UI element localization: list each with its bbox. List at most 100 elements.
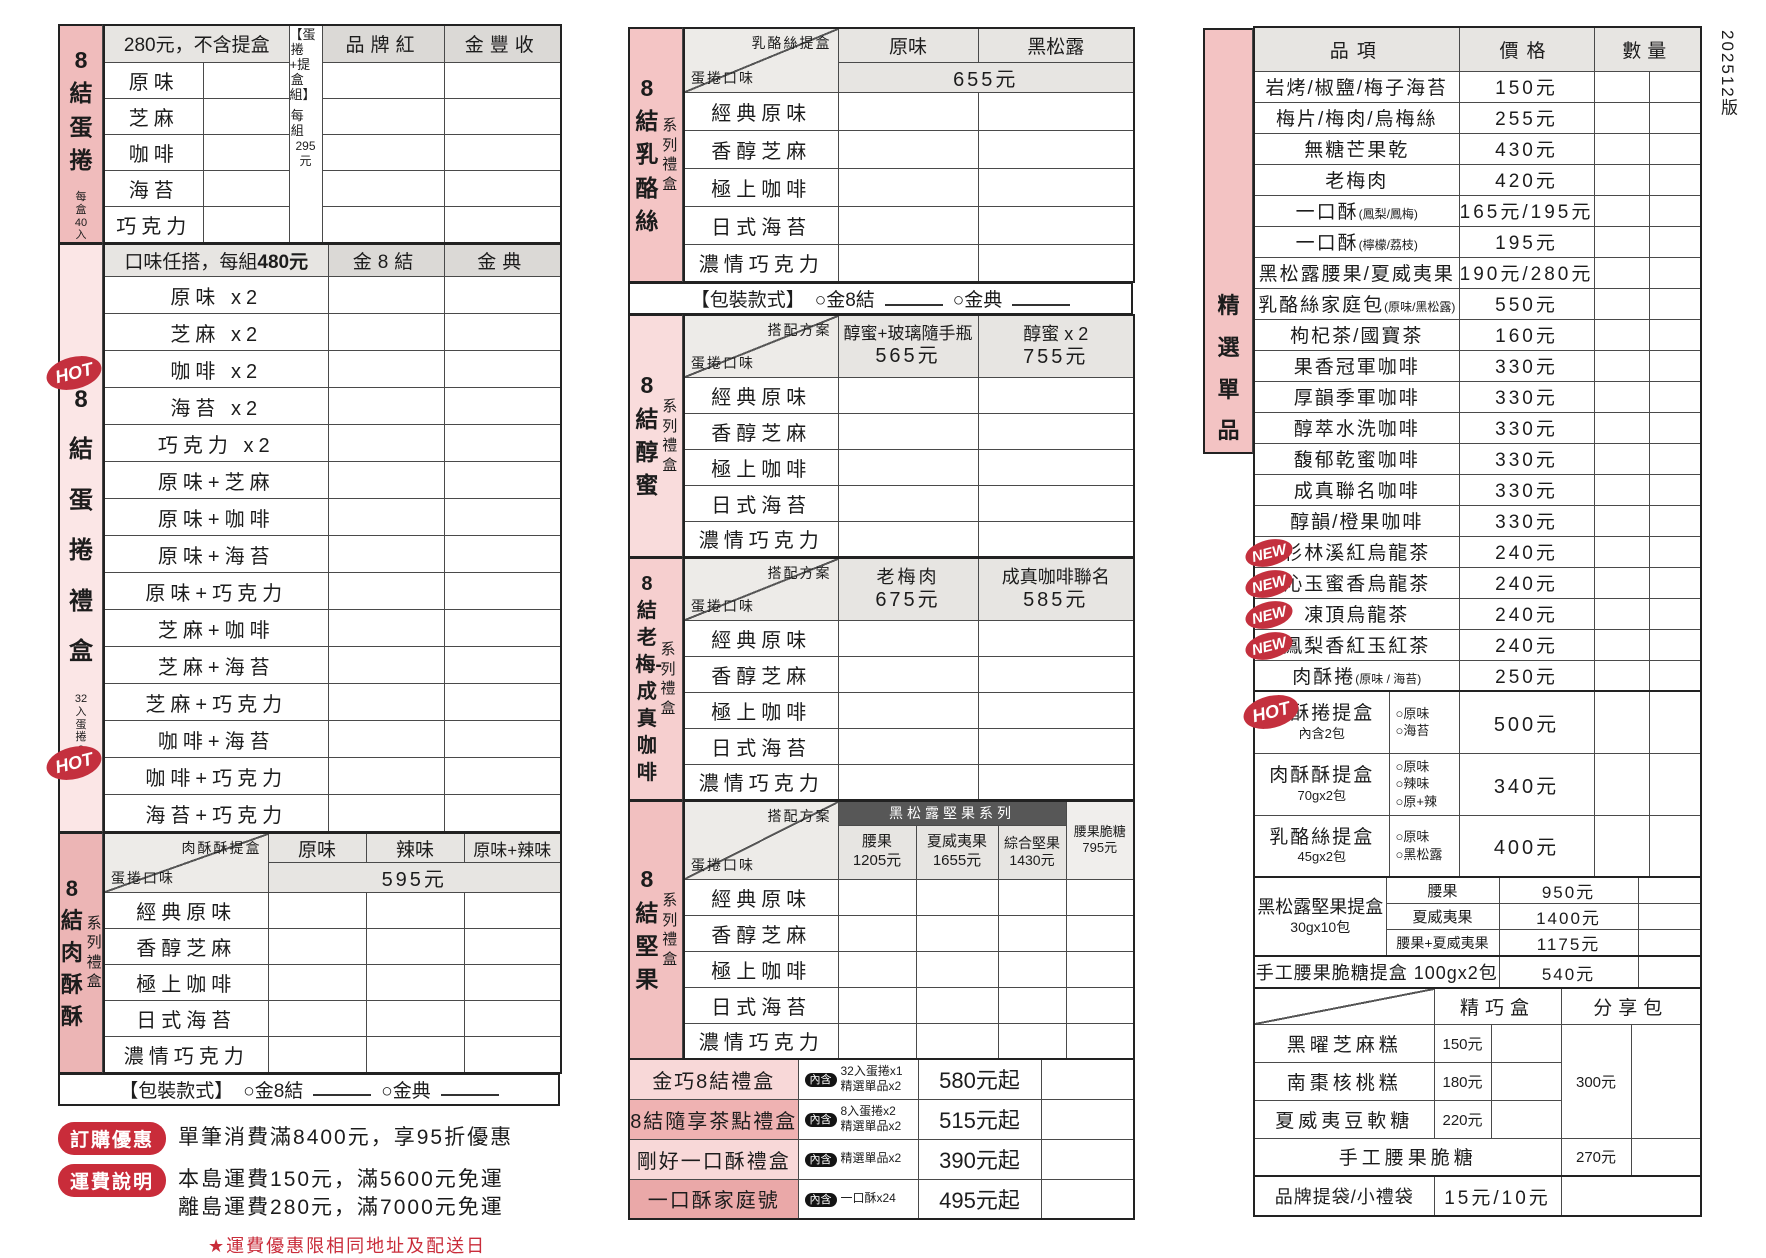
order-cell[interactable]	[837, 412, 979, 450]
order-cell[interactable]	[977, 520, 1135, 558]
order-cell[interactable]	[1593, 256, 1650, 289]
order-cell[interactable]	[443, 170, 562, 208]
order-cell[interactable]	[977, 243, 1135, 283]
order-cell[interactable]	[463, 1000, 562, 1038]
order-cell[interactable]	[443, 276, 562, 315]
order-cell[interactable]	[443, 609, 562, 648]
order-cell[interactable]	[463, 964, 562, 1002]
order-cell[interactable]	[321, 61, 445, 99]
order-cell[interactable]	[915, 950, 999, 988]
order-cell[interactable]	[443, 461, 562, 500]
order-cell[interactable]	[837, 484, 979, 522]
packaging-option-gold8[interactable]: ○金8結	[814, 290, 875, 311]
order-cell[interactable]	[443, 61, 562, 99]
order-cell[interactable]	[1593, 535, 1650, 568]
order-cell[interactable]	[837, 986, 917, 1024]
order-cell[interactable]	[463, 928, 562, 966]
order-cell[interactable]	[977, 619, 1135, 657]
box-options[interactable]: ○原味 ○海苔	[1388, 690, 1460, 754]
order-cell[interactable]	[443, 757, 562, 796]
order-cell[interactable]	[1065, 878, 1135, 916]
order-cell[interactable]	[837, 727, 979, 765]
order-cell[interactable]	[977, 655, 1135, 693]
order-cell[interactable]	[365, 964, 465, 1002]
order-cell[interactable]	[443, 313, 562, 352]
order-cell[interactable]	[1593, 225, 1650, 258]
order-cell[interactable]	[1490, 1099, 1562, 1139]
order-cell[interactable]	[463, 892, 562, 930]
order-cell[interactable]	[837, 914, 917, 952]
order-cell[interactable]	[1648, 566, 1702, 599]
order-cell[interactable]	[1648, 101, 1702, 134]
order-cell[interactable]	[1065, 950, 1135, 988]
order-cell[interactable]	[1593, 380, 1650, 413]
order-cell[interactable]	[202, 206, 290, 244]
order-cell[interactable]	[1637, 903, 1702, 930]
order-cell[interactable]	[327, 313, 445, 352]
order-cell[interactable]	[443, 646, 562, 685]
order-cell[interactable]	[1648, 752, 1702, 816]
order-cell[interactable]	[1593, 752, 1650, 816]
order-cell[interactable]	[837, 655, 979, 693]
order-cell[interactable]	[443, 794, 562, 833]
order-cell[interactable]	[977, 167, 1135, 207]
order-cell[interactable]	[1593, 566, 1650, 599]
order-cell[interactable]	[837, 950, 917, 988]
order-cell[interactable]	[1593, 287, 1650, 320]
order-cell[interactable]	[977, 376, 1135, 414]
order-cell[interactable]	[977, 129, 1135, 169]
order-cell[interactable]	[977, 448, 1135, 486]
order-cell[interactable]	[443, 720, 562, 759]
order-cell[interactable]	[202, 61, 290, 99]
order-cell[interactable]	[1065, 914, 1135, 952]
order-cell[interactable]	[327, 276, 445, 315]
order-cell[interactable]	[267, 892, 367, 930]
order-cell[interactable]	[1637, 929, 1702, 957]
order-cell[interactable]	[365, 1036, 465, 1074]
order-cell[interactable]	[202, 97, 290, 135]
order-cell[interactable]	[1637, 876, 1702, 904]
order-cell[interactable]	[837, 691, 979, 729]
order-cell[interactable]	[1593, 659, 1650, 692]
order-cell[interactable]	[837, 763, 979, 801]
order-cell[interactable]	[321, 133, 445, 172]
order-cell[interactable]	[443, 498, 562, 537]
order-cell[interactable]	[837, 129, 979, 169]
box-options[interactable]: ○原味 ○黑松露	[1388, 814, 1460, 878]
fill-blank[interactable]	[884, 292, 943, 306]
order-cell[interactable]	[1065, 1022, 1135, 1060]
order-cell[interactable]	[1648, 442, 1702, 475]
order-cell[interactable]	[321, 206, 445, 244]
order-cell[interactable]	[1648, 380, 1702, 413]
order-cell[interactable]	[365, 928, 465, 966]
order-cell[interactable]	[837, 1022, 917, 1060]
order-cell[interactable]	[1630, 1137, 1702, 1177]
order-cell[interactable]	[1648, 132, 1702, 165]
order-cell[interactable]	[1490, 1023, 1562, 1063]
order-cell[interactable]	[1648, 256, 1702, 289]
order-cell[interactable]	[267, 928, 367, 966]
order-cell[interactable]	[837, 376, 979, 414]
order-cell[interactable]	[977, 727, 1135, 765]
order-cell[interactable]	[267, 1000, 367, 1038]
order-cell[interactable]	[977, 205, 1135, 245]
order-cell[interactable]	[327, 498, 445, 537]
order-cell[interactable]	[1648, 318, 1702, 351]
box-options[interactable]: ○原味 ○辣味 ○原+辣	[1388, 752, 1460, 816]
order-cell[interactable]	[997, 986, 1067, 1024]
order-cell[interactable]	[267, 964, 367, 1002]
order-cell[interactable]	[915, 1022, 999, 1060]
order-cell[interactable]	[1648, 535, 1702, 568]
order-cell[interactable]	[1040, 1138, 1135, 1180]
order-cell[interactable]	[1648, 690, 1702, 754]
order-cell[interactable]	[977, 412, 1135, 450]
order-cell[interactable]	[977, 91, 1135, 131]
fill-blank[interactable]	[440, 1082, 499, 1097]
order-cell[interactable]	[327, 757, 445, 796]
order-cell[interactable]	[443, 350, 562, 389]
order-cell[interactable]	[997, 950, 1067, 988]
order-cell[interactable]	[443, 206, 562, 244]
order-cell[interactable]	[443, 424, 562, 463]
order-cell[interactable]	[837, 91, 979, 131]
order-cell[interactable]	[443, 133, 562, 172]
